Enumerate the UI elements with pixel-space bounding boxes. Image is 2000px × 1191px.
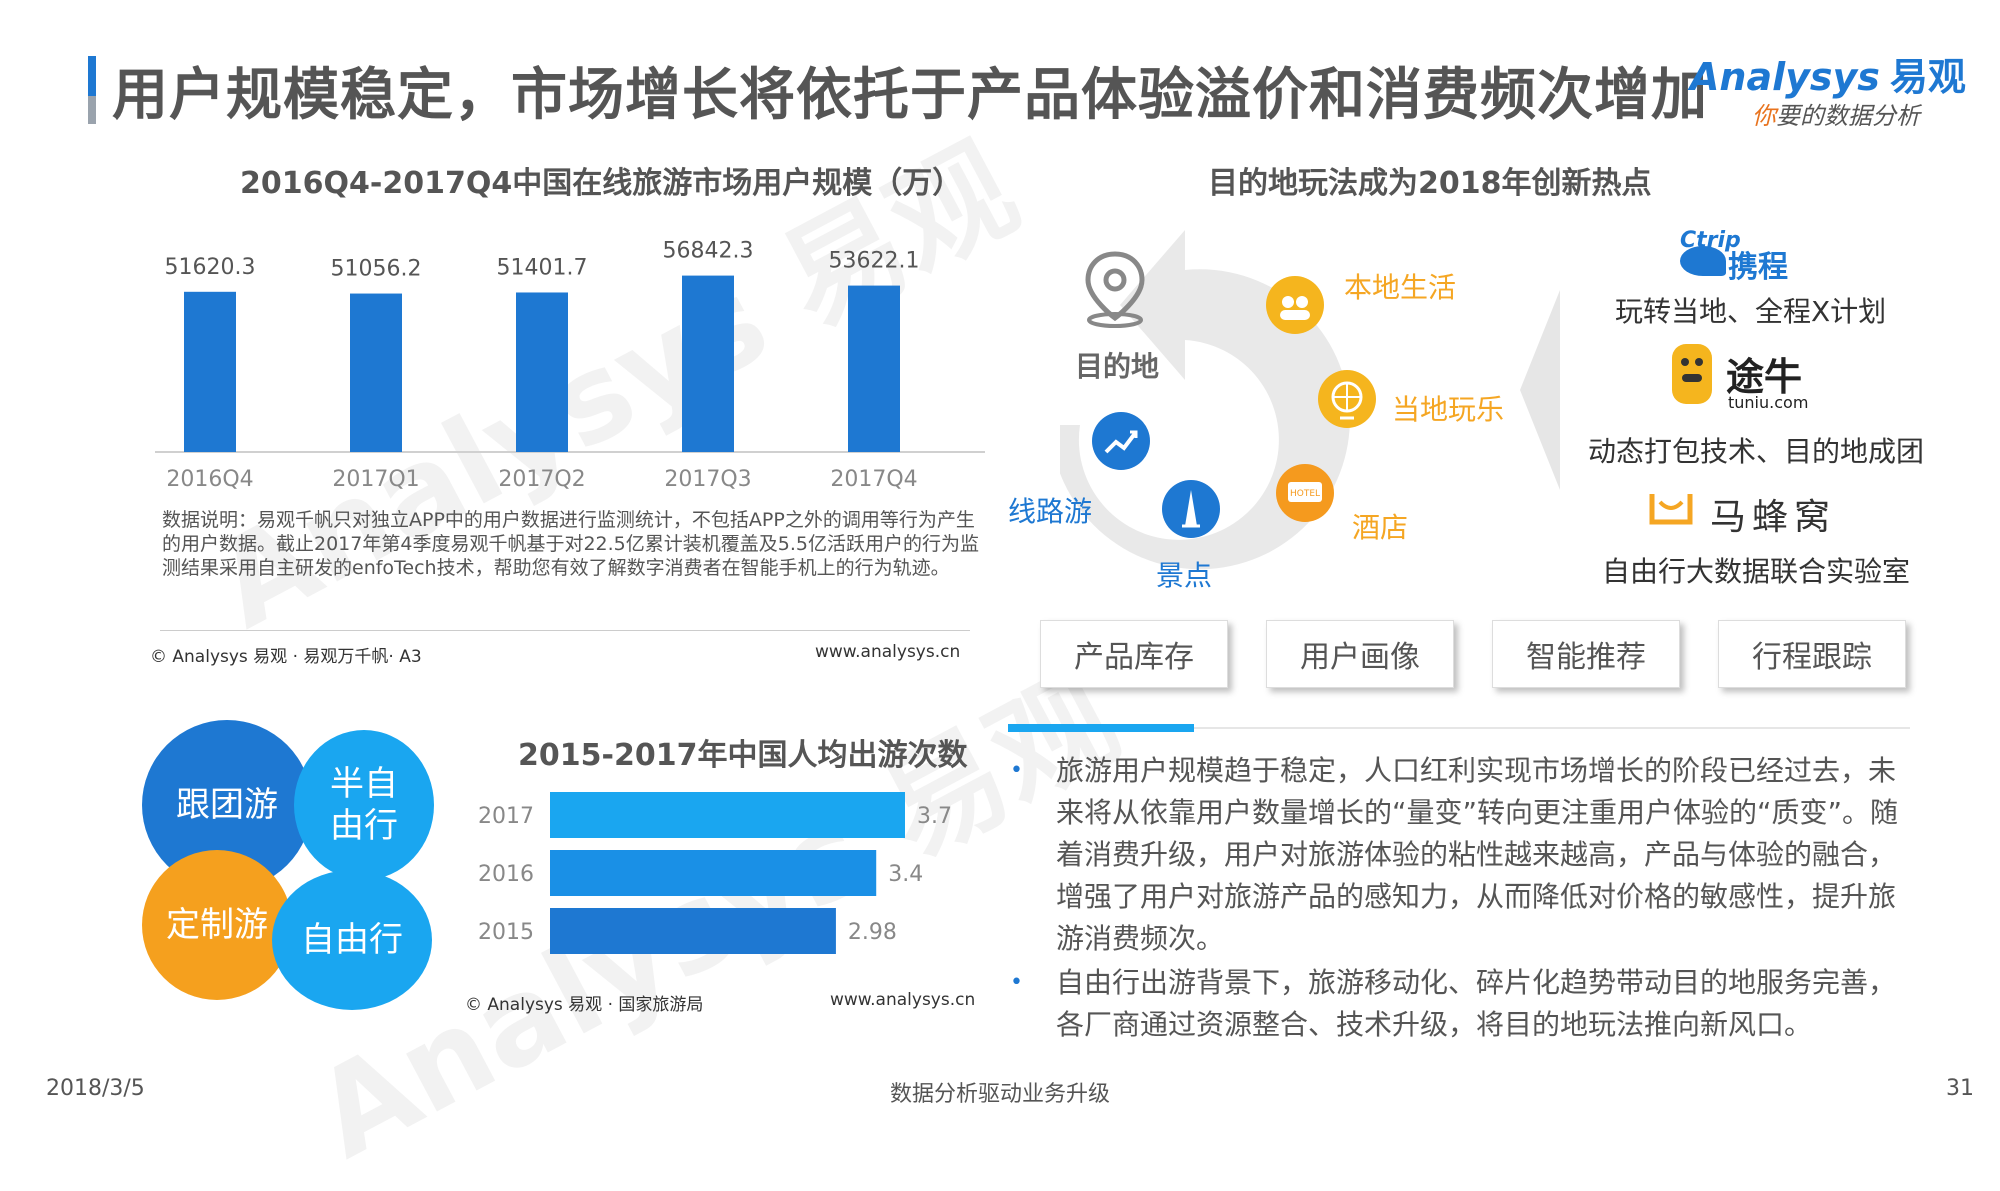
- ctrip-desc: 玩转当地、全程X计划: [1615, 295, 1887, 328]
- ctrip-logo-cn: 携程: [1728, 250, 1788, 285]
- route-trend-icon: [1092, 412, 1150, 470]
- bar-chart-note: 数据说明：易观千帆只对独立APP中的用户数据进行监测统计，不包括APP之外的调用…: [162, 509, 979, 579]
- travel-frequency-hbar-chart: 2017 3.7 2016 3.4 2015 2.98: [478, 792, 952, 954]
- travel-frequency-bar: [550, 850, 877, 896]
- travel-frequency-year-label: 2015: [478, 920, 534, 945]
- venn-tuan-label: 跟团游: [176, 785, 278, 825]
- venn-ziyou-circle: 自由行: [272, 870, 432, 1010]
- local-life-label: 本地生活: [1344, 271, 1457, 304]
- bullet-dot-2: •: [1010, 970, 1023, 995]
- hbar-chart-source: © Analysys 易观 · 国家旅游局: [465, 995, 704, 1015]
- footer-date: 2018/3/5: [46, 1076, 145, 1101]
- travel-frequency-value-label: 2.98: [848, 920, 897, 945]
- bullets-divider: [1194, 727, 1910, 729]
- travel-frequency-year-label: 2017: [478, 804, 534, 829]
- route-label: 线路游: [1008, 495, 1093, 528]
- user-scale-category-label: 2017Q2: [498, 467, 585, 492]
- title-accent-bar: [88, 56, 96, 124]
- innovation-title: 目的地玩法成为2018年创新热点: [1208, 166, 1652, 201]
- user-scale-value-label: 51620.3: [165, 255, 256, 280]
- bullet-dot-1: •: [1010, 758, 1023, 783]
- venn-banzizhu-circle: 半自由行: [294, 730, 434, 880]
- location-pin-icon: [1085, 251, 1145, 328]
- ferris-wheel-icon: [1318, 370, 1376, 428]
- user-scale-category-label: 2017Q4: [830, 467, 917, 492]
- pill-smart-recommend: 智能推荐: [1492, 620, 1680, 688]
- travel-frequency-bar: [550, 792, 905, 838]
- divider-line: [160, 630, 970, 631]
- brand-chevron-arrow: [1520, 290, 1560, 490]
- travel-frequency-value-label: 3.7: [917, 804, 952, 829]
- user-scale-bar: [516, 292, 568, 452]
- destination-label: 目的地: [1075, 350, 1160, 383]
- user-scale-category-label: 2016Q4: [166, 467, 253, 492]
- bullet-text-1: 旅游用户规模趋于稳定，人口红利实现市场增长的阶段已经过去，未来将从依靠用户数量增…: [1056, 754, 1899, 955]
- hotel-label: 酒店: [1352, 511, 1409, 544]
- logo-en-text: Analysys: [1690, 55, 1880, 99]
- bar-chart-source: © Analysys 易观 · 易观万千帆· A3: [150, 647, 422, 667]
- hbar-chart-title: 2015-2017年中国人均出游次数: [518, 738, 968, 773]
- travel-frequency-value-label: 3.4: [888, 862, 923, 887]
- analysys-logo: Analysys 易观: [1690, 46, 1966, 101]
- venn-dingzhi-circle: 定制游: [142, 850, 292, 1000]
- user-scale-category-label: 2017Q1: [332, 467, 419, 492]
- hbar-chart-url: www.analysys.cn: [830, 990, 976, 1010]
- title-accent-bar-grey: [88, 96, 96, 124]
- user-scale-bar: [682, 275, 734, 452]
- user-scale-bar-chart: 51620.3 2016Q4 51056.2 2017Q1 51401.7 2017Q2 5…: [155, 239, 985, 492]
- user-scale-category-label: 2017Q3: [664, 467, 751, 492]
- bullets-accent-bar: [1008, 724, 1194, 732]
- venn-dingzhi-label: 定制游: [166, 905, 268, 945]
- pill-product-inventory: 产品库存: [1040, 620, 1228, 688]
- user-scale-value-label: 53622.1: [829, 249, 920, 274]
- logo-tagline: 你要的数据分析: [1752, 96, 1920, 131]
- hotel-icon: HOTEL: [1276, 464, 1334, 522]
- logo-tag-a: 你: [1752, 102, 1776, 130]
- logo-tag-b: 要的数据分析: [1776, 102, 1920, 130]
- logo-cn-text: 易观: [1889, 55, 1966, 99]
- venn-banzizhu-label: 半自由行: [330, 764, 398, 846]
- bar-chart-url: www.analysys.cn: [815, 642, 961, 662]
- travel-frequency-bar: [550, 908, 836, 954]
- scenic-label: 景点: [1156, 559, 1213, 592]
- bullet-text-2: 自由行出游背景下，旅游移动化、碎片化趋势带动目的地服务完善，各厂商通过资源整合、…: [1056, 966, 1897, 1041]
- hotel-sign-text: HOTEL: [1290, 489, 1320, 499]
- tower-icon: [1162, 480, 1220, 538]
- user-scale-bar: [184, 291, 236, 452]
- user-scale-bar: [350, 293, 402, 452]
- pill-user-profile: 用户画像: [1266, 620, 1454, 688]
- footer-page-number: 31: [1946, 1076, 1974, 1101]
- footer-slogan: 数据分析驱动业务升级: [890, 1082, 1111, 1107]
- pill-trip-tracking: 行程跟踪: [1718, 620, 1906, 688]
- page-title: 用户规模稳定，市场增长将依托于产品体验溢价和消费频次增加: [112, 63, 1708, 128]
- user-scale-value-label: 56842.3: [663, 239, 754, 264]
- tuniu-logo-en: tuniu.com: [1728, 393, 1809, 412]
- mafengwo-desc: 自由行大数据联合实验室: [1602, 555, 1911, 588]
- travel-frequency-year-label: 2016: [478, 862, 534, 887]
- local-life-icon: [1266, 276, 1324, 334]
- mafengwo-logo-icon: [1649, 494, 1693, 525]
- user-scale-value-label: 51401.7: [497, 255, 588, 280]
- mafengwo-logo-cn: 马蜂窝: [1710, 497, 1837, 538]
- dolphin-icon: [1680, 246, 1726, 276]
- tuniu-desc: 动态打包技术、目的地成团: [1588, 435, 1925, 468]
- user-scale-value-label: 51056.2: [331, 257, 422, 282]
- bar-chart-title: 2016Q4-2017Q4中国在线旅游市场用户规模（万）: [240, 166, 963, 201]
- tuniu-logo-cn: 途牛: [1726, 355, 1803, 399]
- user-scale-bar: [848, 285, 900, 452]
- venn-ziyou-label: 自由行: [301, 920, 403, 960]
- tuniu-mascot-icon: [1672, 344, 1712, 404]
- local-fun-label: 当地玩乐: [1392, 393, 1505, 426]
